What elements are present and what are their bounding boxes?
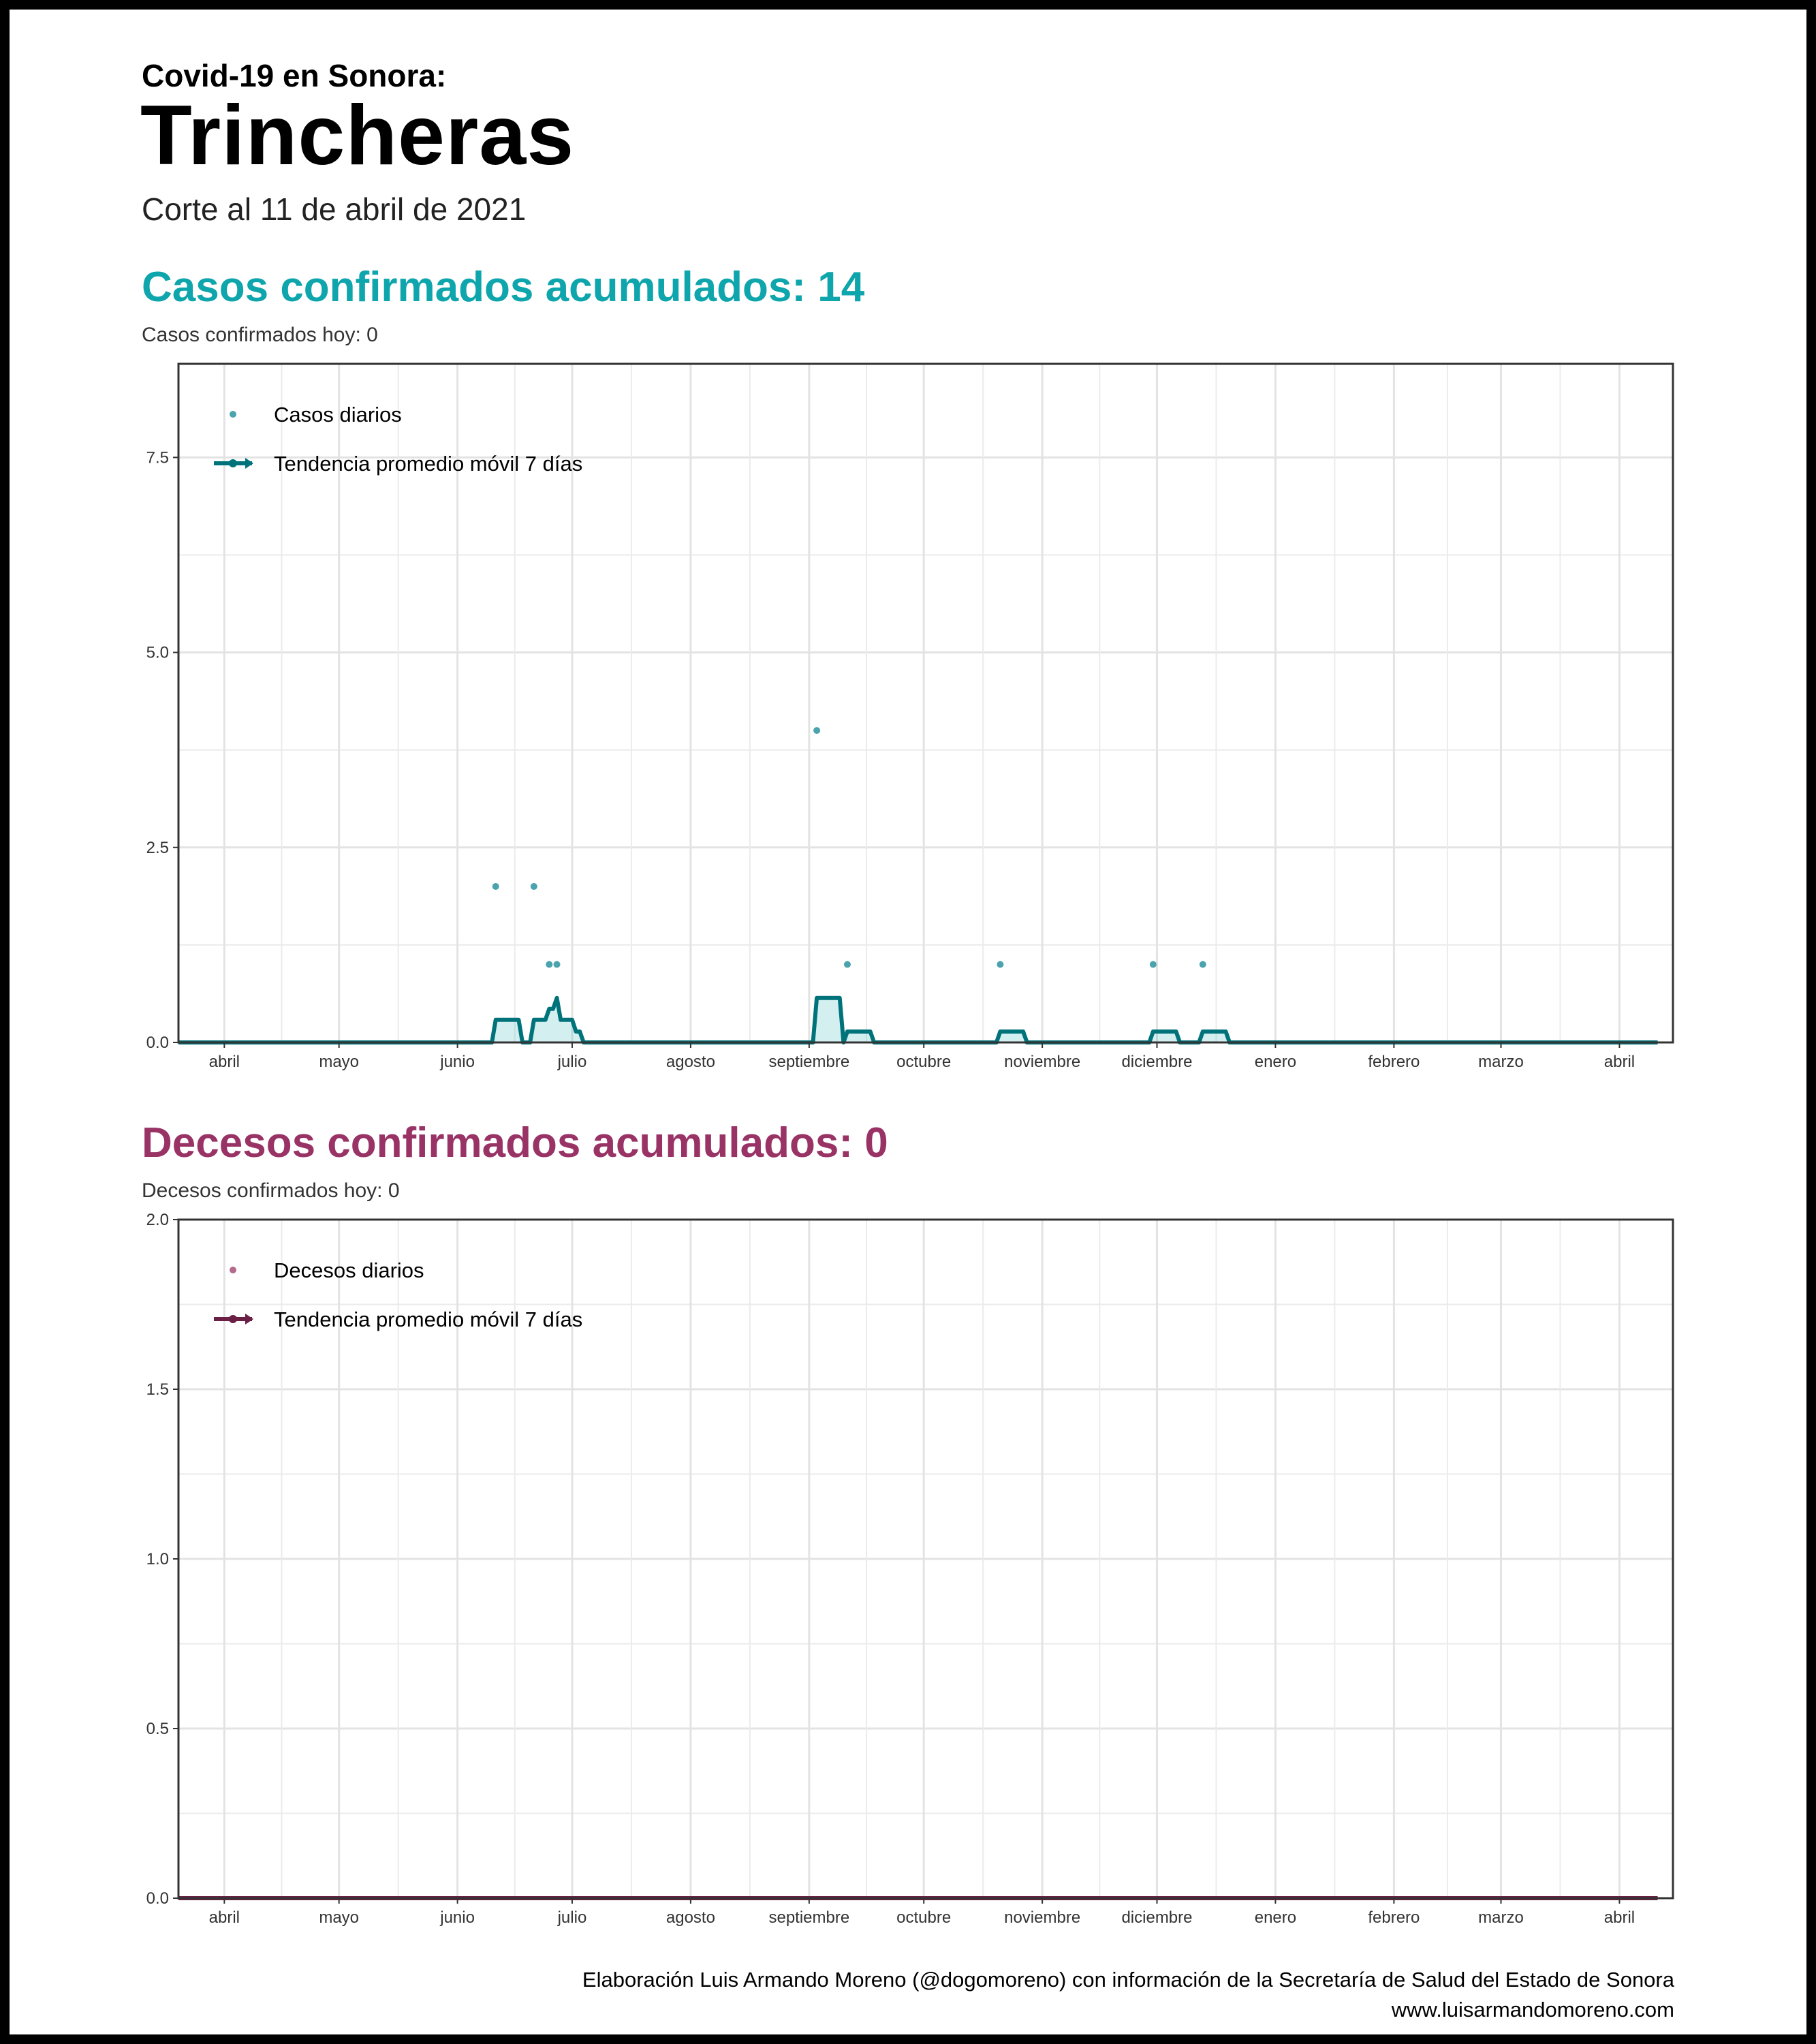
y-tick-label: 1.5	[146, 1380, 169, 1399]
y-tick-label: 2.5	[146, 839, 169, 857]
x-tick-label: noviembre	[1004, 1053, 1080, 1071]
trend-area	[178, 997, 1658, 1042]
figure-subtitle: Corte al 11 de abril de 2021	[142, 191, 527, 227]
legend-label-trend: Tendencia promedio móvil 7 días	[274, 1307, 582, 1331]
x-tick-label: junio	[439, 1053, 475, 1071]
x-tick-label: enero	[1255, 1053, 1296, 1071]
legend-label-trend: Tendencia promedio móvil 7 días	[274, 452, 582, 476]
deaths-panel-subtitle: Decesos confirmados hoy: 0	[142, 1179, 400, 1202]
figure-title: Trincheras	[140, 89, 575, 183]
data-point	[1199, 961, 1206, 968]
x-tick-label: agosto	[666, 1908, 715, 1927]
data-point	[530, 883, 537, 891]
cases-panel-title: Casos confirmados acumulados: 14	[142, 264, 865, 311]
x-tick-label: marzo	[1478, 1908, 1524, 1927]
x-tick-label: febrero	[1368, 1053, 1420, 1071]
legend-label-points: Decesos diarios	[274, 1258, 424, 1282]
legend-point-key	[230, 1267, 236, 1273]
x-tick-label: marzo	[1478, 1053, 1524, 1071]
x-tick-label: enero	[1255, 1908, 1296, 1927]
x-tick-label: febrero	[1368, 1908, 1420, 1927]
x-tick-label: septiembre	[768, 1908, 849, 1927]
data-point	[492, 883, 499, 891]
x-tick-label: septiembre	[768, 1053, 849, 1071]
data-point	[813, 727, 821, 734]
x-tick-label: diciembre	[1121, 1053, 1192, 1071]
data-point	[843, 961, 851, 968]
x-tick-label: mayo	[319, 1053, 359, 1071]
legend-line-marker	[229, 1315, 237, 1323]
y-tick-label: 0.5	[146, 1720, 169, 1738]
y-tick-label: 5.0	[146, 644, 169, 662]
x-tick-label: diciembre	[1121, 1908, 1192, 1927]
deaths-panel-title: Decesos confirmados acumulados: 0	[142, 1119, 888, 1166]
x-tick-label: julio	[557, 1908, 587, 1927]
x-tick-label: octubre	[896, 1908, 951, 1927]
footer-credit: Elaboración Luis Armando Moreno (@dogomo…	[582, 1968, 1674, 1992]
data-point	[546, 961, 553, 968]
legend: Casos diarios Tendencia promedio móvil 7 …	[214, 403, 582, 476]
x-tick-label: julio	[557, 1053, 587, 1071]
footer-website: www.luisarmandomoreno.com	[1391, 1998, 1674, 2022]
x-tick-label: abril	[1604, 1908, 1635, 1927]
y-tick-label: 2.0	[146, 1211, 169, 1229]
legend-label-points: Casos diarios	[274, 403, 402, 427]
y-tick-label: 7.5	[146, 448, 169, 467]
x-tick-label: abril	[209, 1053, 240, 1071]
x-tick-label: octubre	[896, 1053, 951, 1071]
legend-line-arrow	[245, 1314, 253, 1325]
trend-line	[178, 995, 1658, 1044]
legend-line-arrow	[245, 458, 253, 469]
x-tick-label: mayo	[319, 1908, 359, 1927]
x-tick-label: agosto	[666, 1053, 715, 1071]
x-tick-label: junio	[439, 1908, 475, 1927]
figure-kicker: Covid-19 en Sonora:	[142, 58, 447, 93]
data-point	[1149, 961, 1157, 968]
legend: Decesos diarios Tendencia promedio móvil …	[214, 1258, 582, 1331]
data-point	[997, 961, 1004, 968]
plot-border	[177, 362, 1674, 1044]
y-tick-label: 0.0	[146, 1889, 169, 1908]
cases-chart: 0.0 2.5 5.0 7.5 abril mayo junio julio agosto sep…	[146, 362, 1674, 1071]
y-tick-label: 0.0	[146, 1034, 169, 1052]
legend-point-key	[230, 411, 236, 418]
plot-background	[178, 364, 1673, 1042]
data-point	[553, 961, 561, 968]
cases-panel-subtitle: Casos confirmados hoy: 0	[142, 324, 378, 346]
legend-line-marker	[229, 459, 237, 467]
x-tick-label: noviembre	[1004, 1908, 1080, 1927]
x-tick-label: abril	[209, 1908, 240, 1927]
x-tick-label: abril	[1604, 1053, 1635, 1071]
y-tick-label: 1.0	[146, 1550, 169, 1568]
